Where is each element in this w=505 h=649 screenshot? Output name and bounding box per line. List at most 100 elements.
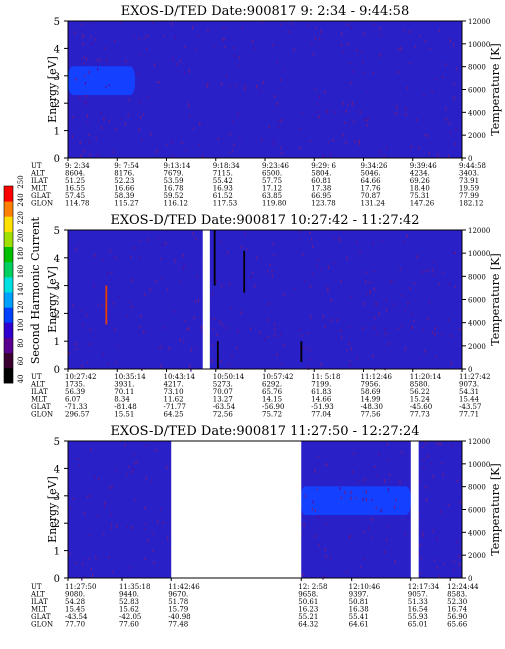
colorbar-segment (4, 231, 13, 248)
noise-speckle (365, 498, 368, 502)
ephemeris-cell: 9: 7:54 (114, 162, 139, 170)
noise-speckle (416, 118, 418, 122)
ephemeris-cell: 4217. (164, 381, 184, 389)
noise-speckle (379, 150, 382, 154)
noise-speckle (97, 153, 99, 157)
noise-speckle (166, 144, 168, 146)
noise-speckle (237, 64, 239, 67)
noise-speckle (161, 276, 163, 279)
noise-speckle (424, 40, 427, 43)
noise-speckle (281, 362, 283, 365)
ephemeris-cell: 1735. (65, 381, 85, 389)
noise-speckle (442, 75, 444, 79)
noise-speckle (90, 35, 92, 38)
ephemeris-cell: 65.01 (408, 621, 428, 629)
noise-speckle (374, 368, 376, 371)
noise-speckle (187, 101, 189, 104)
ephemeris-cell: 8580. (410, 381, 430, 389)
noise-speckle (404, 533, 407, 536)
noise-speckle (235, 84, 237, 86)
noise-speckle (406, 86, 409, 90)
noise-speckle (267, 335, 269, 338)
ephemeris-cell: 5046. (361, 170, 381, 178)
ephemeris-cell: 8176. (114, 170, 134, 178)
noise-speckle (317, 455, 319, 458)
y-tick-label: 0 (54, 154, 60, 165)
noise-speckle (175, 63, 178, 66)
ephemeris-cell: 9670. (168, 591, 188, 599)
noise-speckle (405, 108, 407, 112)
noise-speckle (86, 114, 89, 118)
noise-speckle (420, 557, 423, 560)
noise-speckle (311, 507, 313, 511)
data-spike (105, 285, 108, 325)
noise-speckle (320, 268, 322, 271)
noise-speckle (312, 272, 314, 276)
noise-speckle (439, 509, 442, 514)
noise-speckle (95, 137, 97, 140)
noise-speckle (195, 299, 197, 303)
ephemeris-cell: 123.78 (311, 200, 336, 208)
noise-speckle (413, 320, 415, 323)
noise-speckle (358, 139, 360, 143)
colorbar-tick-label: 180 (17, 247, 25, 260)
noise-speckle (273, 333, 276, 337)
noise-speckle (406, 234, 408, 238)
data-spike (216, 341, 219, 369)
noise-speckle (88, 133, 90, 137)
noise-speckle (111, 527, 113, 530)
colorbar-tick-label: 200 (17, 229, 25, 242)
ephemeris-cell: 52.83 (119, 598, 139, 606)
noise-speckle (145, 476, 147, 480)
noise-speckle (333, 235, 335, 239)
colorbar-segment (4, 201, 13, 217)
noise-speckle (88, 557, 91, 560)
ephemeris-row-label: ALT (30, 381, 45, 389)
noise-speckle (133, 453, 135, 457)
noise-speckle (102, 257, 104, 261)
noise-speckle (121, 117, 123, 120)
electron-band (300, 486, 411, 515)
noise-speckle (213, 317, 216, 321)
ephemeris-cell: 56.22 (410, 388, 430, 396)
noise-speckle (340, 329, 342, 332)
y2-tick-label: 6000 (468, 87, 486, 95)
noise-speckle (134, 462, 136, 465)
noise-speckle (82, 42, 84, 46)
noise-speckle (410, 326, 412, 330)
noise-speckle (454, 142, 456, 146)
ephemeris-cell: 11:27:42 (459, 373, 490, 381)
ephemeris-cell: 58.69 (361, 388, 381, 396)
noise-speckle (104, 309, 106, 312)
noise-speckle (280, 23, 282, 26)
noise-speckle (348, 342, 350, 346)
noise-speckle (140, 138, 143, 141)
noise-speckle (380, 34, 382, 36)
y2-tick-label: 6000 (468, 507, 486, 515)
noise-speckle (373, 270, 375, 273)
noise-speckle (387, 487, 389, 492)
noise-speckle (277, 119, 280, 124)
noise-speckle (450, 361, 453, 365)
ephemeris-cell: 3403. (459, 170, 479, 178)
y2-tick-label: 6000 (468, 297, 486, 305)
noise-speckle (189, 364, 191, 368)
noise-speckle (458, 555, 460, 559)
ephemeris-cell: -40.98 (168, 613, 190, 621)
ephemeris-cell: 11:42:46 (168, 583, 200, 591)
noise-speckle (348, 326, 350, 329)
noise-speckle (196, 347, 198, 350)
noise-speckle (116, 524, 118, 528)
noise-speckle (106, 272, 109, 276)
ephemeris-cell: 8604. (65, 170, 85, 178)
noise-speckle (374, 465, 376, 468)
noise-speckle (100, 126, 103, 130)
noise-speckle (201, 155, 204, 159)
noise-speckle (309, 358, 311, 361)
ephemeris-row-label: GLON (31, 621, 53, 629)
noise-speckle (459, 327, 461, 331)
noise-speckle (97, 514, 99, 518)
noise-speckle (349, 535, 351, 538)
noise-speckle (145, 47, 148, 50)
